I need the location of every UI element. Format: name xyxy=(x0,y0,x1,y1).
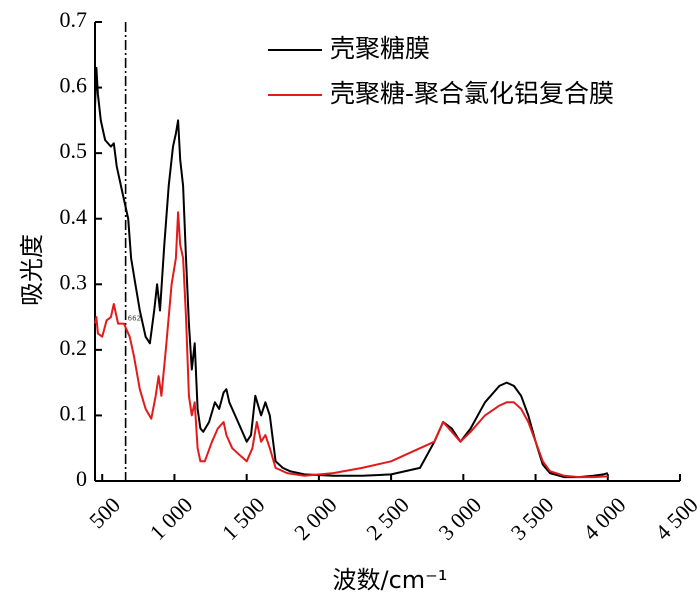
series-line-2 xyxy=(94,211,608,479)
y-tick-label: 0.5 xyxy=(60,138,88,163)
x-tick-label: 1 500 xyxy=(217,492,270,545)
x-tick-label: 1 000 xyxy=(145,492,198,545)
y-axis-title: 吸光度 xyxy=(18,234,46,306)
legend-label-2: 壳聚糖-聚合氯化铝复合膜 xyxy=(330,79,614,108)
y-tick-label: 0.6 xyxy=(60,73,88,98)
y-tick-label: 0.4 xyxy=(60,204,88,229)
y-tick-label: 0.1 xyxy=(60,400,88,425)
y-tick-label: 0 xyxy=(76,466,87,491)
x-tick-label: 3 500 xyxy=(506,492,559,545)
reference-annotation: 662 xyxy=(128,314,141,322)
y-tick-label: 0.2 xyxy=(60,335,88,360)
x-tick-label: 4 500 xyxy=(650,492,700,545)
y-tick-label: 0.7 xyxy=(60,7,88,32)
x-tick-label: 500 xyxy=(84,492,125,533)
x-tick-label: 3 000 xyxy=(434,492,487,545)
legend-label-1: 壳聚糖膜 xyxy=(330,34,430,63)
reference-line-group: 662 xyxy=(124,22,141,481)
x-axis-title: 波数/cm⁻¹ xyxy=(333,566,448,594)
y-tick-label: 0.3 xyxy=(60,269,88,294)
series-group xyxy=(94,66,609,479)
x-tick-label: 2 500 xyxy=(361,492,414,545)
x-tick-label: 2 000 xyxy=(289,492,342,545)
series-line-1 xyxy=(94,66,609,479)
x-tick-label: 4 000 xyxy=(578,492,631,545)
